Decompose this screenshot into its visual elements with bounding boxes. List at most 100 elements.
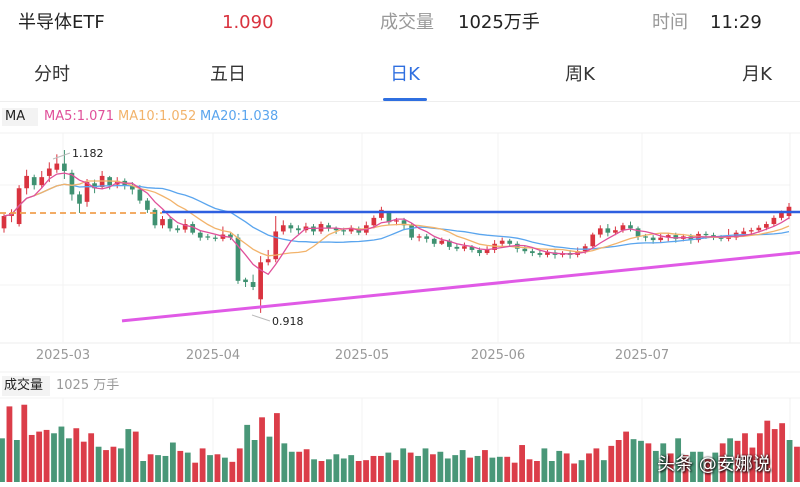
candle-body [635,228,641,237]
candle-body [160,219,165,226]
candle-body [54,163,60,170]
volume-bar [734,440,741,482]
candle-body [431,238,437,244]
volume-bar [65,438,72,482]
candle-body [605,228,611,233]
volume-bar [13,440,20,482]
candle-body [522,248,528,252]
candle-body [197,232,203,238]
candle-body [424,236,430,239]
volume-bar [608,445,615,482]
candle-body [673,235,679,239]
volume-bar [474,455,481,482]
candle-body [665,235,671,238]
candle-body [333,228,339,231]
volume-bar [392,460,399,482]
volume-bar [660,443,667,482]
candle-body [258,262,263,300]
volume-bar [548,461,555,482]
volume-bar [667,453,674,482]
candle-body [341,230,347,232]
ma10-value: MA10:1.052 [118,109,197,124]
candle-body [152,209,158,226]
tab-weekly-k[interactable]: 周K [565,64,595,85]
volume-bar [615,440,622,482]
candle-body [499,240,505,244]
volume-bar [244,424,251,482]
volume-bar [749,447,756,482]
volume-bar [600,460,607,482]
volume-bar [58,426,65,482]
candle-body [643,236,648,238]
time-label: 时间 [652,12,688,33]
volume-value: 1025万手 [458,12,540,33]
volume-bar [586,453,592,482]
candle-body [741,231,747,234]
candle-body [175,228,180,231]
volume-bar [207,455,213,482]
tab-five-day[interactable]: 五日 [210,64,246,85]
candle-body [182,224,188,230]
volume-bar [318,461,325,482]
volume-indicator-selector[interactable]: 成交量 [2,376,50,396]
volume-bar [43,429,50,482]
candle-body [228,234,233,238]
volume-bar [489,457,496,482]
time-value: 11:29 [710,12,762,33]
volume-bar [184,452,191,482]
watermark: 头条 @安娜说 [657,454,771,475]
tab-intraday[interactable]: 分时 [34,64,70,85]
candle-body [167,219,173,229]
candle-body [597,228,603,235]
volume-bar [526,459,533,482]
volume-bar [288,451,295,482]
volume-bar [764,420,771,482]
volume-bar [281,443,288,482]
candle-body [24,175,29,189]
candle-body [348,227,354,232]
volume-bar [88,433,95,482]
volume-bar [140,461,147,482]
candle-body [213,237,218,239]
volume-bar [117,448,124,482]
candle-body [190,224,196,233]
volume-bar [415,455,421,482]
volume-bar [682,455,689,482]
volume-bar [519,445,525,482]
candle-body [628,225,633,229]
volume-bar [370,455,377,482]
volume-bar [28,434,35,482]
candle-body [265,259,271,263]
volume-bar [303,449,310,482]
ma-indicator-selector[interactable]: MA [2,108,38,126]
volume-bar [786,440,793,482]
volume-bar [511,462,518,482]
volume-bar [742,433,748,482]
volume-bar [147,454,154,482]
volume-bar [348,455,355,482]
candle-body [46,168,52,176]
candle-body [145,200,150,210]
volume-bar [779,423,786,482]
volume-bar [452,455,459,482]
candle-body [650,237,656,241]
volume-bar [355,461,362,482]
volume-bar [623,431,630,482]
candle-body [137,189,143,201]
date-axis-label: 2025-05 [335,348,389,363]
candle-body [84,182,90,202]
ma10-line [3,180,790,257]
candle-body [273,231,279,260]
volume-bar [504,456,511,482]
volume-bar [251,440,258,482]
candle-body [545,252,550,255]
volume-bar [363,460,369,482]
tab-daily-k[interactable]: 日K [390,64,420,85]
candle-body [748,230,754,232]
candle-body [446,240,452,247]
volume-bar [51,433,57,482]
tab-monthly-k[interactable]: 月K [742,64,772,85]
quote-header: 半导体ETF 1.090 成交量 1025万手 时间 11:29 [0,0,800,46]
volume-bar [578,460,585,482]
